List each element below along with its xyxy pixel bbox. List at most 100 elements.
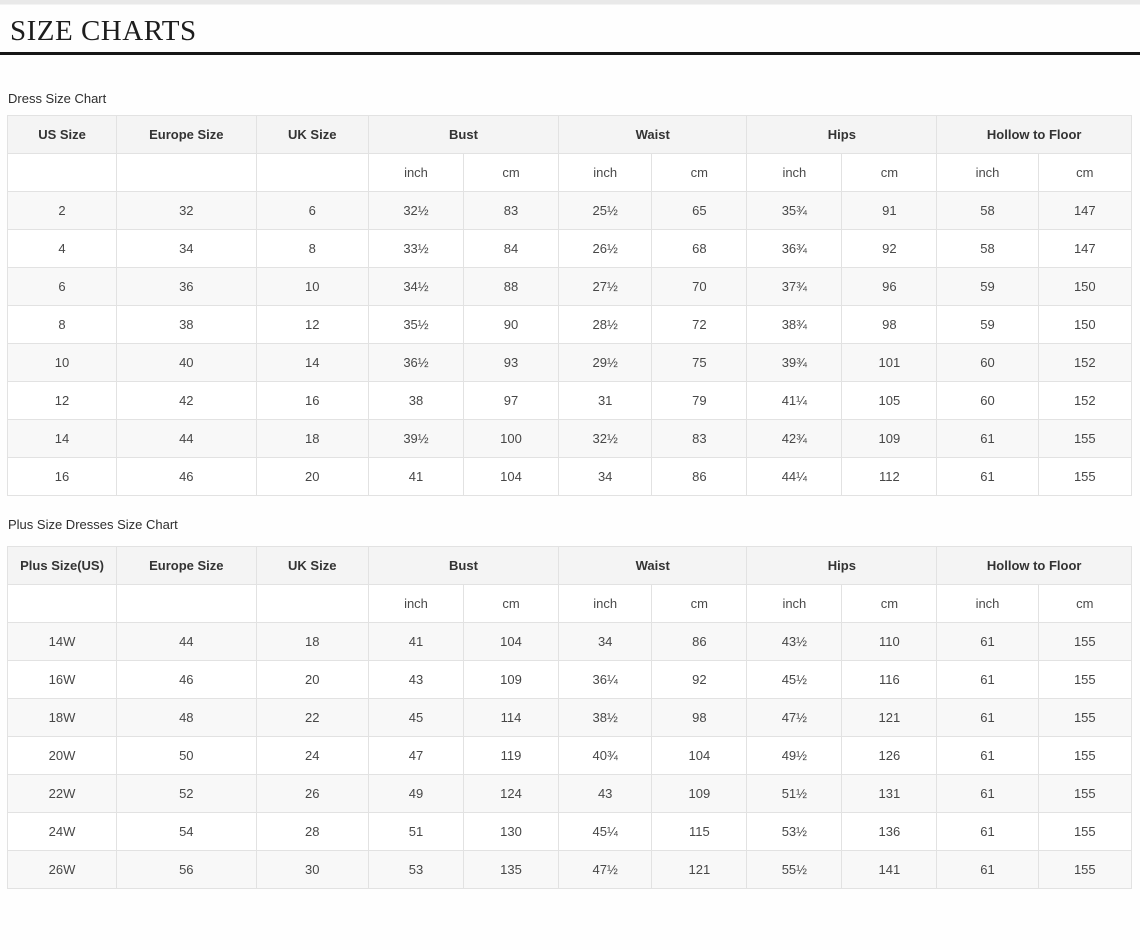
size-label-cell: 18W — [6, 698, 118, 737]
size-value-cell: 41 — [367, 622, 465, 661]
size-row-22w: 22W 52 26 49 124 43 109 51½ 131 61 155 — [6, 774, 1133, 813]
unit-header-cm: cm — [462, 584, 560, 623]
size-value-cell: 38¾ — [746, 305, 843, 344]
size-label-cell: 20W — [6, 736, 118, 775]
size-value-cell: 44 — [116, 622, 257, 661]
unit-header-inch: inch — [558, 153, 653, 192]
size-row-16w: 16W 46 20 43 109 36¼ 92 45½ 116 61 155 — [6, 660, 1133, 699]
size-value-cell: 43½ — [746, 622, 843, 661]
size-value-cell: 38 — [367, 381, 465, 420]
size-value-cell: 61 — [936, 812, 1039, 851]
size-value-cell: 61 — [936, 622, 1039, 661]
size-value-cell: 31 — [558, 381, 653, 420]
size-row-16: 16 46 20 41 104 34 86 44¼ 112 61 155 — [6, 457, 1133, 496]
size-value-cell: 51½ — [746, 774, 843, 813]
size-value-cell: 36¾ — [746, 229, 843, 268]
size-value-cell: 104 — [462, 457, 560, 496]
size-value-cell: 47½ — [558, 850, 653, 889]
size-value-cell: 86 — [651, 457, 748, 496]
size-value-cell: 32½ — [367, 191, 465, 230]
size-value-cell: 105 — [841, 381, 938, 420]
size-value-cell: 45¼ — [558, 812, 653, 851]
title-underline-rule — [0, 52, 1140, 55]
size-value-cell: 60 — [936, 343, 1039, 382]
size-label-cell: 24W — [6, 812, 118, 851]
size-value-cell: 35½ — [367, 305, 465, 344]
size-value-cell: 41¼ — [746, 381, 843, 420]
size-value-cell: 61 — [936, 850, 1039, 889]
size-value-cell: 30 — [255, 850, 369, 889]
unit-header-cm: cm — [1037, 584, 1133, 623]
size-value-cell: 40 — [116, 343, 257, 382]
size-value-cell: 152 — [1037, 381, 1133, 420]
size-value-cell: 109 — [651, 774, 748, 813]
size-value-cell: 121 — [841, 698, 938, 737]
size-value-cell: 45 — [367, 698, 465, 737]
size-value-cell: 155 — [1037, 457, 1133, 496]
size-value-cell: 61 — [936, 736, 1039, 775]
size-label-cell: 22W — [6, 774, 118, 813]
size-value-cell: 61 — [936, 457, 1039, 496]
empty-header-cell — [6, 153, 118, 192]
size-value-cell: 136 — [841, 812, 938, 851]
size-value-cell: 97 — [462, 381, 560, 420]
size-value-cell: 45½ — [746, 660, 843, 699]
column-header-europe-size: Europe Size — [116, 115, 257, 154]
column-header-waist: Waist — [558, 115, 748, 154]
size-value-cell: 92 — [841, 229, 938, 268]
size-value-cell: 155 — [1037, 660, 1133, 699]
size-value-cell: 124 — [462, 774, 560, 813]
size-value-cell: 53½ — [746, 812, 843, 851]
size-value-cell: 42 — [116, 381, 257, 420]
size-value-cell: 22 — [255, 698, 369, 737]
size-value-cell: 36½ — [367, 343, 465, 382]
size-label-cell: 16 — [6, 457, 118, 496]
size-value-cell: 121 — [651, 850, 748, 889]
size-value-cell: 58 — [936, 229, 1039, 268]
size-value-cell: 114 — [462, 698, 560, 737]
size-value-cell: 110 — [841, 622, 938, 661]
size-value-cell: 61 — [936, 698, 1039, 737]
size-row-14w: 14W 44 18 41 104 34 86 43½ 110 61 155 — [6, 622, 1133, 661]
size-value-cell: 90 — [462, 305, 560, 344]
size-value-cell: 32½ — [558, 419, 653, 458]
size-value-cell: 54 — [116, 812, 257, 851]
size-value-cell: 98 — [841, 305, 938, 344]
size-value-cell: 93 — [462, 343, 560, 382]
size-value-cell: 38½ — [558, 698, 653, 737]
size-value-cell: 88 — [462, 267, 560, 306]
dress-size-chart-caption: Dress Size Chart — [8, 91, 107, 106]
size-value-cell: 60 — [936, 381, 1039, 420]
size-value-cell: 59 — [936, 305, 1039, 344]
size-value-cell: 52 — [116, 774, 257, 813]
empty-header-cell — [116, 584, 257, 623]
size-value-cell: 141 — [841, 850, 938, 889]
size-value-cell: 18 — [255, 419, 369, 458]
size-row-24w: 24W 54 28 51 130 45¼ 115 53½ 136 61 155 — [6, 812, 1133, 851]
size-value-cell: 47 — [367, 736, 465, 775]
size-value-cell: 119 — [462, 736, 560, 775]
unit-header-cm: cm — [1037, 153, 1133, 192]
size-value-cell: 92 — [651, 660, 748, 699]
size-value-cell: 48 — [116, 698, 257, 737]
size-value-cell: 65 — [651, 191, 748, 230]
unit-header-cm: cm — [651, 153, 748, 192]
unit-header-inch: inch — [936, 153, 1039, 192]
size-value-cell: 86 — [651, 622, 748, 661]
column-header-uk-size: UK Size — [255, 115, 369, 154]
size-row-8: 8 38 12 35½ 90 28½ 72 38¾ 98 59 150 — [6, 305, 1133, 344]
size-value-cell: 147 — [1037, 191, 1133, 230]
size-value-cell: 49 — [367, 774, 465, 813]
size-label-cell: 6 — [6, 267, 118, 306]
size-row-14: 14 44 18 39½ 100 32½ 83 42¾ 109 61 155 — [6, 419, 1133, 458]
size-value-cell: 112 — [841, 457, 938, 496]
size-value-cell: 155 — [1037, 419, 1133, 458]
size-label-cell: 14 — [6, 419, 118, 458]
size-value-cell: 96 — [841, 267, 938, 306]
size-value-cell: 68 — [651, 229, 748, 268]
size-value-cell: 135 — [462, 850, 560, 889]
empty-header-cell — [255, 153, 369, 192]
unit-header-cm: cm — [841, 584, 938, 623]
size-value-cell: 32 — [116, 191, 257, 230]
